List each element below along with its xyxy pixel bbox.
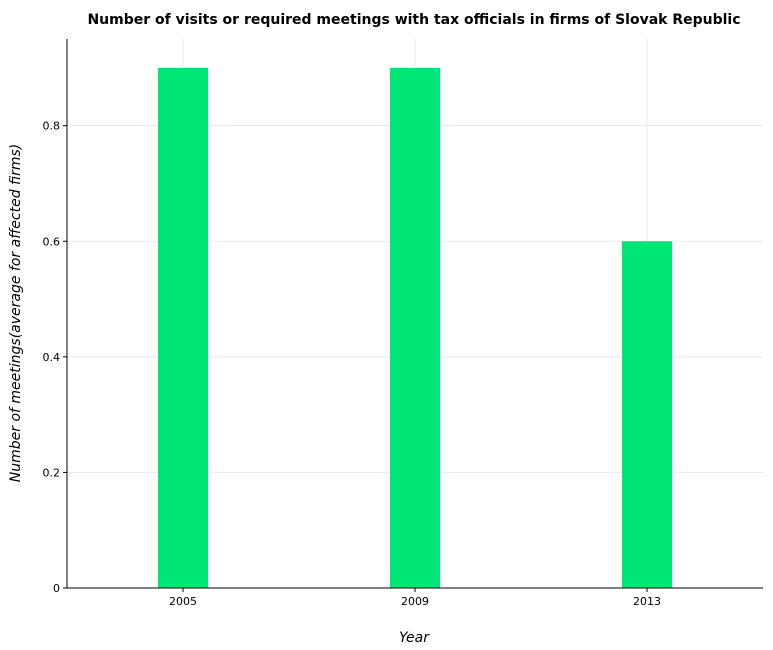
y-tick-labels: 0 0.2 0.4 0.6 0.8 — [43, 120, 67, 595]
x-axis-label: Year — [399, 630, 430, 646]
y-tick-label: 0.4 — [43, 351, 61, 364]
x-tick-label: 2009 — [401, 595, 429, 608]
x-tick-label: 2005 — [169, 595, 197, 608]
y-tick-label: 0 — [53, 582, 60, 595]
bar-2009 — [390, 67, 440, 589]
bar-2013 — [622, 241, 672, 588]
y-tick-label: 0.2 — [43, 466, 61, 479]
x-tick-labels: 2005 2009 2013 — [169, 588, 661, 608]
chart-title: Number of visits or required meetings wi… — [87, 12, 740, 28]
y-tick-label: 0.6 — [43, 235, 61, 248]
y-axis-label: Number of meetings(average for affected … — [8, 144, 24, 482]
x-tick-label: 2013 — [633, 595, 661, 608]
y-tick-label: 0.8 — [43, 120, 61, 133]
bars — [158, 67, 672, 589]
bar-2005 — [158, 67, 208, 589]
